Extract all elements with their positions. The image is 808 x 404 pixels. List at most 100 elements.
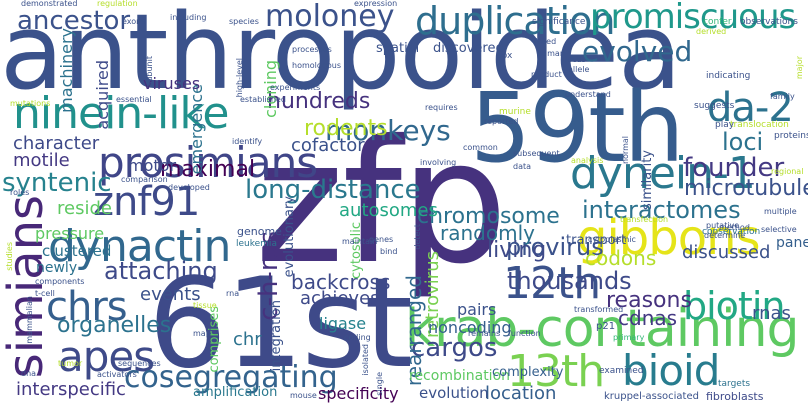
word-rodents: rodents [304,116,388,141]
word-genome: genome [237,225,282,238]
word-similarity: similarity [640,150,655,210]
word-significance: significance [532,17,586,27]
word-cytosolic: cytosolic [349,222,364,279]
word-bioid: bioid [622,346,720,395]
word-coding: coding [344,333,371,342]
word-subsequent: subsequent [513,149,560,158]
word-maximal: maximal [160,157,256,182]
word-determine: determine [704,231,746,240]
word-transfection: transfection [620,215,669,224]
word-allele: allele [568,65,590,74]
word-chromosome: chromosome [417,204,560,229]
word-spatial: spatial [376,41,420,56]
word-major: major [795,56,804,80]
word-targets: targets [718,379,751,389]
word-activators: activators [97,370,137,379]
word-dynactin: dynactin [48,221,231,272]
word-anthropoidea: anthropoidea [0,0,682,113]
word-common: common [463,143,498,152]
word-murine: murine [499,107,531,117]
word-acquired: acquired [93,60,112,130]
word-evolution: evolution [419,384,489,402]
word-provirus: provirus [506,233,604,261]
word-dynein-1: dynein-1 [570,148,756,199]
word-cofactor: cofactor [291,135,365,156]
word-specificity: specificity [318,384,399,403]
word-analysis: analysis [571,156,604,165]
word-failed: failed [534,37,557,46]
word-reside: reside [57,198,112,219]
word-requires: requires [425,103,458,112]
word-backcross: backcross [291,270,391,294]
word-duplication: duplication [415,0,615,43]
word-fibroblasts: fibroblasts [706,390,764,403]
word-proteins: proteins [774,131,808,141]
word-evolved: evolved [582,35,693,68]
word-developed: developed [168,183,210,192]
word-product: product [531,70,562,79]
word-attaching: attaching [104,257,218,285]
word-zfp: zfp [255,104,508,302]
word-components: components [35,277,85,286]
word-living: living [487,238,547,263]
word-amplification: amplification [193,385,278,400]
word-box: box [496,51,513,61]
word-achieves: achieves [300,288,380,309]
word-pressure: pressure [35,224,105,243]
word-putative: putative [706,221,740,230]
word-essential: essential [116,95,152,104]
word-roles: roles [10,188,30,197]
word-pairs: pairs [457,300,497,319]
word-promiscuous: promiscuous [590,0,796,37]
word-including: including [170,13,207,22]
word-indicating: indicating [706,71,751,81]
word-motile: motile [13,150,70,171]
word-microtubule: microtubule [684,176,808,201]
word-maintain: maintain [342,237,378,246]
word-13th: 13th [507,346,605,397]
word-simians: simians [0,195,54,379]
word-chr: chr [233,329,262,350]
word-selective: selective [761,225,797,234]
word-exons: exons [122,17,146,26]
word-conservation: conservation [702,227,761,237]
word-sequences: sequences [118,359,161,368]
word-mouse: mouse [290,391,317,400]
word-biotin: biotin [683,284,785,328]
word-viruses: viruses [143,74,201,93]
word-cdnas: cdnas [618,306,678,330]
word-12th: 12th [503,258,601,309]
word-function: function [508,329,541,338]
word-p21: p21 [596,321,616,332]
word-tumor: tumor [58,359,83,368]
word-involving: involving [420,158,457,167]
word-thousands: thousands [507,267,632,295]
word-derived: derived [696,27,727,36]
word-cytoplasmic: cytoplasmic [588,235,636,244]
word-transport: transport [566,233,627,248]
word-emergence: emergence [187,84,206,175]
word-mammalian: mammalian [25,296,34,344]
word-identify: identify [232,137,263,146]
word-discussed: discussed [682,242,771,263]
word-organelles: organelles [57,313,172,338]
word-map: map [193,329,211,338]
word-newly: newly [36,260,78,276]
word-events: events [140,284,201,305]
word-prosimians: prosimians [98,138,318,187]
word-multiple: multiple [764,207,797,216]
word-t-cell: t-cell [35,289,55,298]
word-syntenic: syntenic [2,168,112,198]
word-evolutionary: evolutionary [282,196,297,278]
word-detect: detect [413,224,422,250]
word-established: established [240,95,286,104]
word-dna: dna [21,369,37,378]
word-integration: integration [269,300,284,372]
word-complexity: complexity [492,365,564,380]
word-primary: primary [613,333,645,342]
word-studies: studies [5,242,14,271]
word-location: location [485,383,557,404]
word-moloney: moloney [265,0,395,34]
word-panel: panel [776,235,808,251]
word-ninein-like: ninein-like [13,88,229,139]
